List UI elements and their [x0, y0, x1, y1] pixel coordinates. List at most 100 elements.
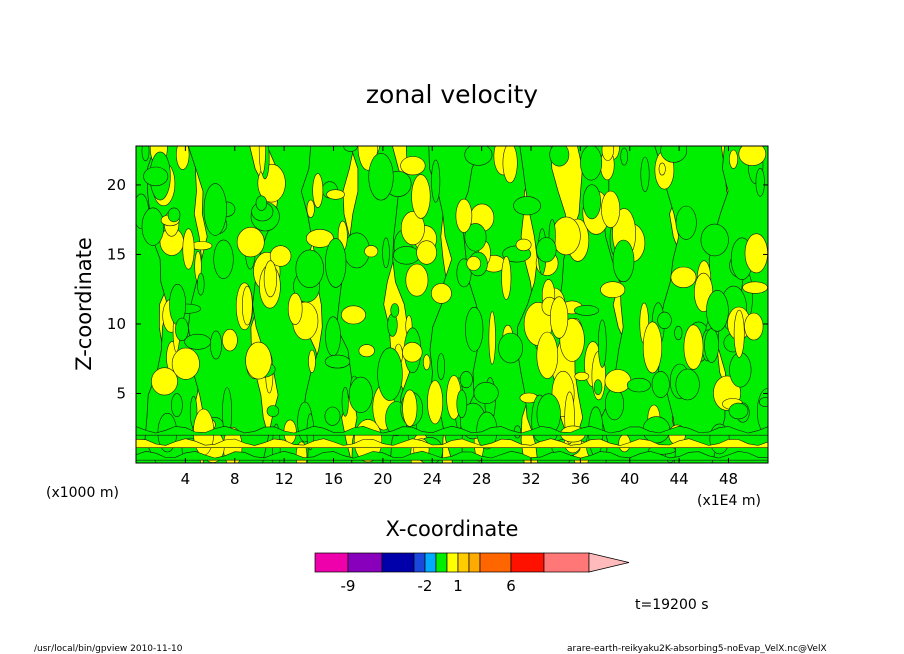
positive-cell	[405, 263, 429, 297]
negative-cell	[620, 147, 629, 166]
negative-cell	[759, 397, 768, 407]
negative-cell	[729, 352, 752, 388]
colorbar-label: -2	[418, 577, 433, 595]
x-tick-label: 32	[521, 470, 540, 488]
positive-cell	[358, 344, 375, 358]
chart-title: zonal velocity	[366, 80, 538, 109]
positive-cell	[466, 256, 482, 271]
positive-cell	[171, 347, 200, 380]
negative-cell	[295, 249, 324, 288]
x-axis-ticks: 4 8 12 16 20 24 28 32 36 40 44 48	[181, 146, 738, 488]
x-tick-label: 20	[373, 470, 392, 488]
negative-cell	[549, 146, 570, 167]
negative-cell	[536, 237, 557, 263]
colorbar-segment	[446, 552, 459, 573]
negative-cell	[626, 377, 651, 393]
positive-cell	[340, 305, 366, 325]
positive-cell	[604, 369, 632, 393]
footer-right: arare-earth-reikyaku2K-absorbing5-noEvap…	[567, 644, 827, 654]
negative-cell	[706, 289, 729, 332]
negative-cell	[266, 405, 280, 417]
negative-cell	[197, 273, 205, 296]
positive-cell	[742, 281, 768, 294]
time-label: t=19200 s	[635, 597, 709, 613]
x-tick-label: 44	[670, 470, 689, 488]
negative-cell	[660, 146, 688, 163]
negative-cell	[325, 238, 347, 288]
negative-cell	[255, 195, 268, 211]
positive-cell	[488, 311, 496, 365]
positive-cell	[601, 190, 621, 228]
negative-cell	[593, 379, 603, 396]
positive-cell	[308, 349, 316, 373]
y-tick-label: 20	[107, 176, 126, 194]
colorbar-label: 6	[506, 577, 516, 595]
positive-cell	[364, 245, 379, 258]
negative-cell	[343, 146, 358, 152]
positive-cell	[549, 296, 569, 339]
x-tick-label: 40	[620, 470, 639, 488]
negative-cell	[325, 316, 341, 357]
negative-cell	[612, 239, 635, 283]
negative-cell	[324, 406, 341, 426]
negative-cell	[473, 381, 499, 404]
negative-cell	[368, 152, 394, 201]
colorbar-segment	[413, 552, 426, 573]
positive-cell	[245, 341, 272, 380]
negative-cell	[465, 306, 484, 352]
x-tick-label: 16	[324, 470, 343, 488]
positive-cell	[658, 162, 666, 176]
positive-cell	[151, 367, 178, 396]
x-tick-label: 24	[423, 470, 442, 488]
positive-cell	[400, 211, 425, 246]
y-tick-label: 10	[107, 315, 126, 333]
positive-cell	[400, 156, 426, 176]
negative-cell	[728, 402, 749, 420]
positive-cell	[326, 189, 345, 200]
colorbar-segment	[457, 552, 470, 573]
negative-cell	[651, 371, 670, 398]
positive-cell	[738, 146, 767, 166]
positive-cell	[263, 260, 278, 298]
positive-cell	[242, 285, 253, 326]
negative-cell	[498, 332, 524, 364]
positive-cell	[402, 389, 418, 427]
negative-cell	[700, 223, 729, 257]
positive-cell	[236, 227, 265, 258]
negative-cell	[674, 325, 683, 341]
negative-cell	[582, 184, 602, 220]
positive-cell	[670, 266, 697, 288]
positive-cell	[642, 321, 663, 374]
positive-cell	[744, 312, 764, 341]
positive-cell	[416, 240, 437, 265]
negative-cell	[513, 196, 542, 216]
positive-cell	[430, 283, 452, 304]
x-tick-label: 8	[230, 470, 240, 488]
y-tick-label: 15	[107, 245, 126, 263]
colorbar-label: -9	[341, 577, 356, 595]
colorbar-label: 1	[453, 577, 463, 595]
negative-cell	[597, 319, 607, 368]
positive-cell	[306, 199, 315, 218]
positive-cell	[515, 238, 532, 251]
negative-cell	[464, 146, 493, 166]
negative-cell	[675, 368, 700, 401]
positive-cell	[574, 371, 590, 381]
negative-cell	[390, 303, 400, 318]
colorbar-segment	[543, 552, 590, 573]
x-tick-label: 28	[472, 470, 491, 488]
negative-cell	[573, 305, 600, 316]
colorbar-segment	[479, 552, 512, 573]
negative-cell	[382, 237, 390, 269]
positive-cell	[402, 342, 423, 363]
negative-cell	[431, 159, 441, 203]
positive-cell	[536, 331, 559, 379]
positive-cell	[411, 174, 431, 219]
positive-cell	[182, 228, 195, 270]
negative-cell	[464, 223, 487, 252]
positive-cell	[312, 173, 324, 208]
negative-cell	[171, 393, 183, 418]
negative-cell	[143, 166, 169, 187]
positive-cell	[733, 309, 745, 358]
